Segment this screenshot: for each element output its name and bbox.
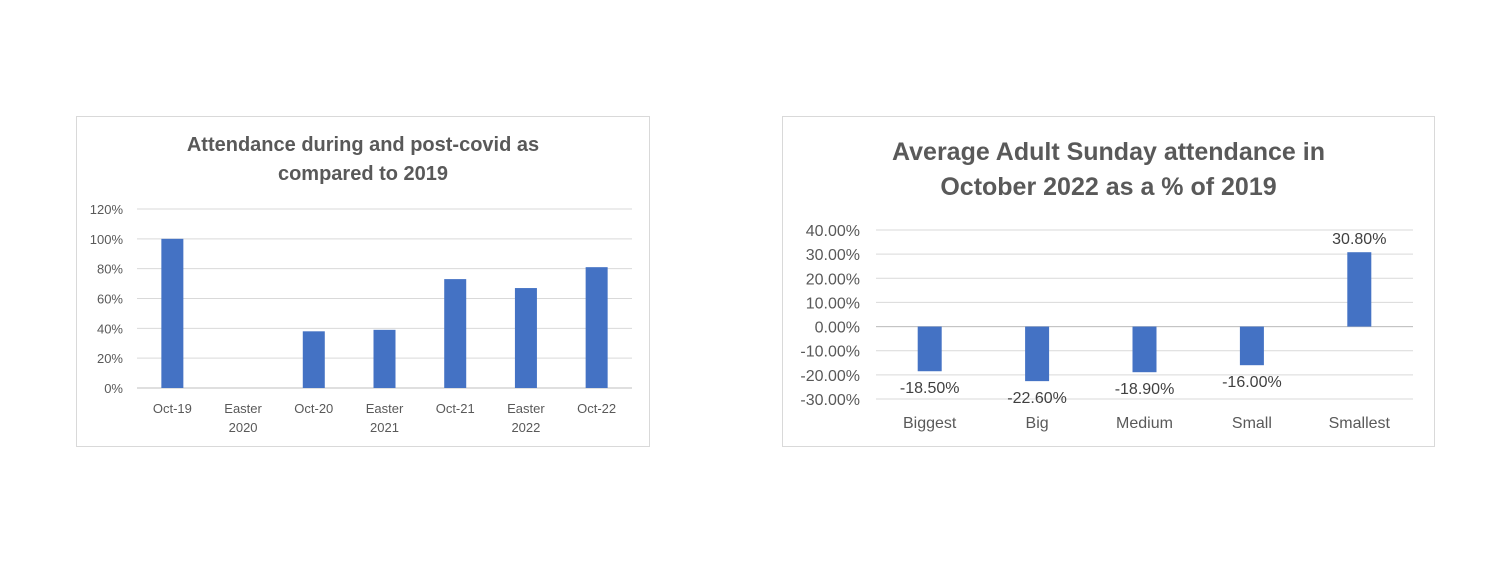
bar: [1132, 326, 1157, 373]
attendance-plot: 0% 20% 40% 60% 80% 100% 120% Oct-19 Easter 2020 Oc…: [90, 202, 632, 435]
data-label: -18.90%: [1115, 381, 1175, 398]
bar: [302, 331, 325, 388]
x-tick-label: Smallest: [1329, 415, 1391, 432]
sunday-attendance-plot: -30.00% -20.00% -10.00% 0.00% 10.00% 20.00% 30…: [800, 223, 1413, 432]
y-tick-label: 40%: [97, 321, 123, 336]
y-tick-label: 120%: [90, 202, 124, 217]
bar: [1239, 326, 1264, 366]
x-tick-label: Oct-21: [436, 401, 475, 416]
data-label: 30.80%: [1332, 231, 1386, 248]
x-tick-label: Medium: [1116, 415, 1173, 432]
y-tick-label: 80%: [97, 262, 123, 277]
x-tick-label: Oct-22: [577, 401, 616, 416]
bar: [514, 288, 537, 388]
bar: [161, 238, 184, 388]
chart-title: Average Adult Sunday attendance in Octob…: [892, 138, 1325, 201]
bar: [1025, 326, 1050, 382]
y-tick-label: 0.00%: [815, 320, 860, 337]
x-tick-label: Oct-19: [153, 401, 192, 416]
x-tick-label: Easter 2020: [224, 401, 262, 435]
bar: [373, 329, 396, 388]
x-tick-label: Big: [1026, 415, 1049, 432]
x-tick-label: Easter 2022: [507, 401, 545, 435]
y-tick-label: 100%: [90, 232, 124, 247]
x-tick-label: Biggest: [903, 415, 957, 432]
bar: [444, 279, 467, 388]
y-tick-label: 60%: [97, 292, 123, 307]
x-tick-label: Oct-20: [294, 401, 333, 416]
sunday-attendance-chart: Average Adult Sunday attendance in Octob…: [782, 116, 1435, 447]
x-tick-label: Small: [1232, 415, 1272, 432]
y-tick-label: 40.00%: [806, 223, 860, 240]
bar: [1347, 252, 1372, 327]
y-tick-label: -30.00%: [800, 392, 860, 409]
data-label: -22.60%: [1007, 390, 1067, 407]
y-tick-label: -20.00%: [800, 368, 860, 385]
y-tick-label: 20%: [97, 351, 123, 366]
bar: [585, 267, 608, 388]
y-tick-label: 30.00%: [806, 247, 860, 264]
data-label: -18.50%: [900, 380, 960, 397]
y-tick-label: -10.00%: [800, 344, 860, 361]
x-tick-label: Easter 2021: [366, 401, 404, 435]
chart-title: Attendance during and post-covid as comp…: [186, 134, 540, 185]
data-label: -16.00%: [1222, 374, 1282, 391]
y-tick-label: 0%: [104, 381, 123, 396]
y-tick-label: 10.00%: [806, 295, 860, 312]
bar: [917, 326, 942, 372]
attendance-chart: Attendance during and post-covid as comp…: [76, 116, 650, 447]
y-tick-label: 20.00%: [806, 271, 860, 288]
